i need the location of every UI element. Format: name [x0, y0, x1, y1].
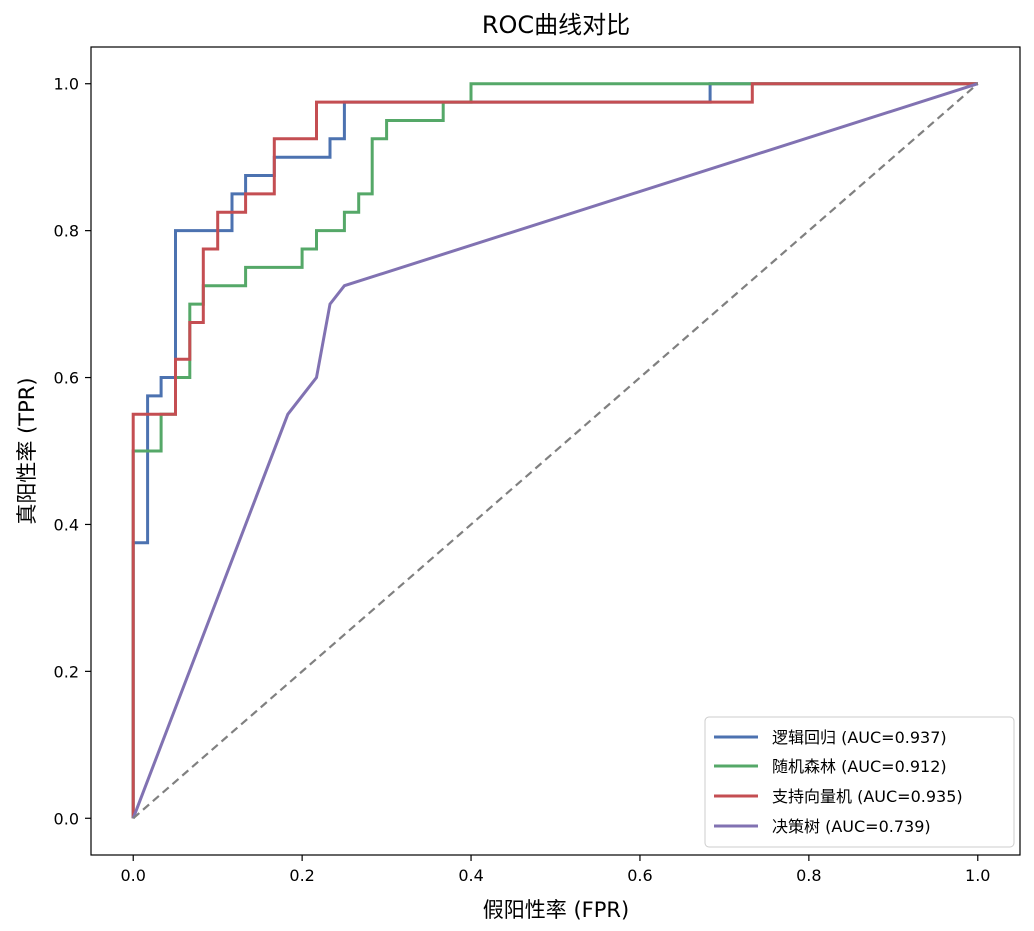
legend: 逻辑回归 (AUC=0.937) 随机森林 (AUC=0.912) 支持向量机 …	[704, 716, 1015, 848]
y-tick-label: 0.0	[54, 809, 79, 828]
legend-label: 决策树 (AUC=0.739)	[772, 817, 931, 836]
roc-curve-3	[131, 82, 979, 819]
legend-label: 逻辑回归 (AUC=0.937)	[772, 728, 947, 747]
legend-label: 支持向量机 (AUC=0.935)	[772, 787, 963, 806]
x-axis-title: 假阳性率 (FPR)	[483, 898, 629, 922]
axis-ticks: 0.0 0.2 0.4 0.6 0.8 1.0 0.0 0.2 0.4 0.6 0.8 1.0	[54, 75, 991, 885]
legend-label: 随机森林 (AUC=0.912)	[772, 757, 947, 776]
y-axis-title: 真阳性率 (TPR)	[15, 377, 39, 524]
y-tick-label: 0.2	[54, 662, 79, 681]
x-tick-label: 0.0	[121, 866, 146, 885]
y-tick-label: 0.8	[54, 222, 79, 241]
legend-box	[704, 716, 1015, 848]
plot-area	[131, 82, 979, 820]
plot-frame	[90, 46, 1021, 856]
chart-title: ROC曲线对比	[482, 11, 630, 39]
reference-diagonal	[132, 82, 979, 820]
x-tick-label: 0.8	[796, 866, 821, 885]
x-tick-label: 1.0	[965, 866, 990, 885]
roc-curve-2	[131, 82, 978, 819]
y-tick-label: 0.6	[54, 369, 79, 388]
x-tick-label: 0.4	[458, 866, 483, 885]
y-tick-label: 0.4	[54, 515, 79, 534]
x-tick-label: 0.6	[627, 866, 652, 885]
x-tick-label: 0.2	[289, 866, 314, 885]
y-tick-label: 1.0	[54, 75, 79, 94]
